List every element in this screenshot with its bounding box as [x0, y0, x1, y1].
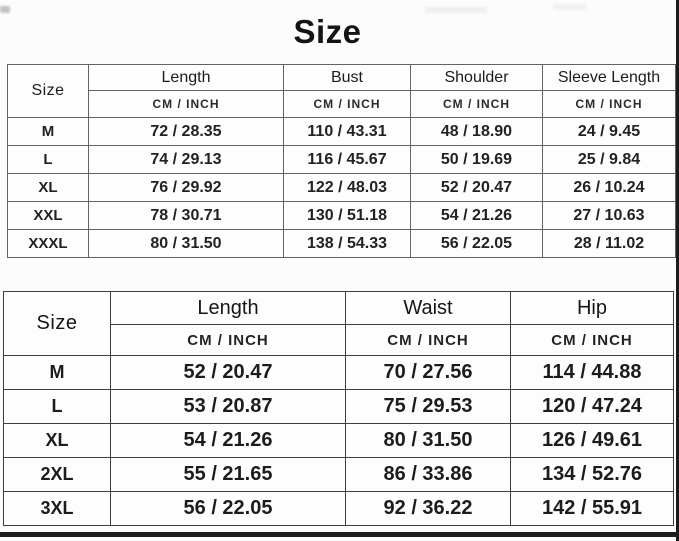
size-cell: 2XL: [3, 457, 111, 492]
size-cell: 3XL: [3, 491, 111, 526]
table-row: 3XL 56 / 22.05 92 / 36.22 142 / 55.91: [3, 491, 674, 526]
waist-cell: 80 / 31.50: [345, 423, 511, 458]
sleeve-length-cell: 27 / 10.63: [542, 201, 676, 230]
hip-cell: 120 / 47.24: [510, 389, 674, 424]
size-cell: L: [3, 389, 111, 424]
bust-cell: 110 / 43.31: [283, 117, 411, 146]
length-cell: 76 / 29.92: [88, 173, 284, 202]
size-chart-title: Size: [293, 13, 362, 50]
column-header-hip: Hip: [510, 291, 674, 325]
table-row: XXXL 80 / 31.50 138 / 54.33 56 / 22.05 2…: [7, 229, 676, 258]
table-row: L 74 / 29.13 116 / 45.67 50 / 19.69 25 /…: [7, 145, 676, 174]
hip-cell: 114 / 44.88: [510, 355, 674, 390]
table-row: M 72 / 28.35 110 / 43.31 48 / 18.90 24 /…: [7, 117, 676, 146]
image-bottom-edge: [0, 532, 679, 537]
waist-cell: 92 / 36.22: [345, 491, 511, 526]
table-row: L 53 / 20.87 75 / 29.53 120 / 47.24: [3, 389, 674, 424]
length-cell: 56 / 22.05: [110, 491, 346, 526]
column-header-shoulder: Shoulder: [410, 64, 543, 91]
length-cell: 72 / 28.35: [88, 117, 284, 146]
bust-cell: 130 / 51.18: [283, 201, 411, 230]
hip-cell: 142 / 55.91: [510, 491, 674, 526]
top-size-table: Size Length Bust Shoulder Sleeve Length …: [7, 64, 676, 258]
photo-artifact: [553, 4, 587, 10]
table-row: M 52 / 20.47 70 / 27.56 114 / 44.88: [3, 355, 674, 390]
table-row: XL 76 / 29.92 122 / 48.03 52 / 20.47 26 …: [7, 173, 676, 202]
photo-artifact: [0, 6, 10, 13]
length-cell: 55 / 21.65: [110, 457, 346, 492]
size-cell: XXXL: [7, 229, 89, 258]
unit-header-row: CM / INCH CM / INCH CM / INCH CM / INCH: [8, 90, 676, 118]
shoulder-cell: 50 / 19.69: [410, 145, 543, 174]
size-cell: XL: [7, 173, 89, 202]
bust-cell: 116 / 45.67: [283, 145, 411, 174]
column-header-bust: Bust: [283, 64, 411, 91]
sleeve-length-cell: 26 / 10.24: [542, 173, 676, 202]
shoulder-cell: 56 / 22.05: [410, 229, 543, 258]
size-column-header: Size: [7, 64, 89, 118]
column-header-waist: Waist: [345, 291, 511, 325]
size-cell: M: [3, 355, 111, 390]
bust-cell: 122 / 48.03: [283, 173, 411, 202]
table-header-row: Size Length Waist Hip: [3, 291, 674, 356]
unit-label: CM / INCH: [88, 90, 284, 118]
unit-label: CM / INCH: [410, 90, 543, 118]
size-cell: M: [7, 117, 89, 146]
hip-cell: 134 / 52.76: [510, 457, 674, 492]
unit-label: CM / INCH: [510, 324, 674, 356]
column-header-length: Length: [88, 64, 284, 91]
shoulder-cell: 52 / 20.47: [410, 173, 543, 202]
sleeve-length-cell: 28 / 11.02: [542, 229, 676, 258]
waist-cell: 86 / 33.86: [345, 457, 511, 492]
column-header-length: Length: [110, 291, 346, 325]
table-row: XXL 78 / 30.71 130 / 51.18 54 / 21.26 27…: [7, 201, 676, 230]
length-cell: 74 / 29.13: [88, 145, 284, 174]
length-cell: 80 / 31.50: [88, 229, 284, 258]
sleeve-length-cell: 25 / 9.84: [542, 145, 676, 174]
image-right-edge: [676, 0, 679, 541]
length-cell: 52 / 20.47: [110, 355, 346, 390]
length-cell: 78 / 30.71: [88, 201, 284, 230]
size-column-header: Size: [3, 291, 111, 356]
size-cell: XL: [3, 423, 111, 458]
unit-label: CM / INCH: [542, 90, 676, 118]
column-header-sleeve-length: Sleeve Length: [542, 64, 676, 91]
photo-artifact: [425, 7, 487, 13]
table-header-row: Size Length Bust Shoulder Sleeve Length: [7, 64, 676, 118]
shoulder-cell: 54 / 21.26: [410, 201, 543, 230]
sleeve-length-cell: 24 / 9.45: [542, 117, 676, 146]
unit-label: CM / INCH: [283, 90, 411, 118]
waist-cell: 70 / 27.56: [345, 355, 511, 390]
hip-cell: 126 / 49.61: [510, 423, 674, 458]
size-cell: L: [7, 145, 89, 174]
table-row: XL 54 / 21.26 80 / 31.50 126 / 49.61: [3, 423, 674, 458]
unit-label: CM / INCH: [345, 324, 511, 356]
table-row: 2XL 55 / 21.65 86 / 33.86 134 / 52.76: [3, 457, 674, 492]
shoulder-cell: 48 / 18.90: [410, 117, 543, 146]
length-cell: 53 / 20.87: [110, 389, 346, 424]
bottom-size-table: Size Length Waist Hip CM / INCH CM / INC…: [3, 291, 674, 526]
length-cell: 54 / 21.26: [110, 423, 346, 458]
unit-label: CM / INCH: [110, 324, 346, 356]
size-cell: XXL: [7, 201, 89, 230]
waist-cell: 75 / 29.53: [345, 389, 511, 424]
bust-cell: 138 / 54.33: [283, 229, 411, 258]
